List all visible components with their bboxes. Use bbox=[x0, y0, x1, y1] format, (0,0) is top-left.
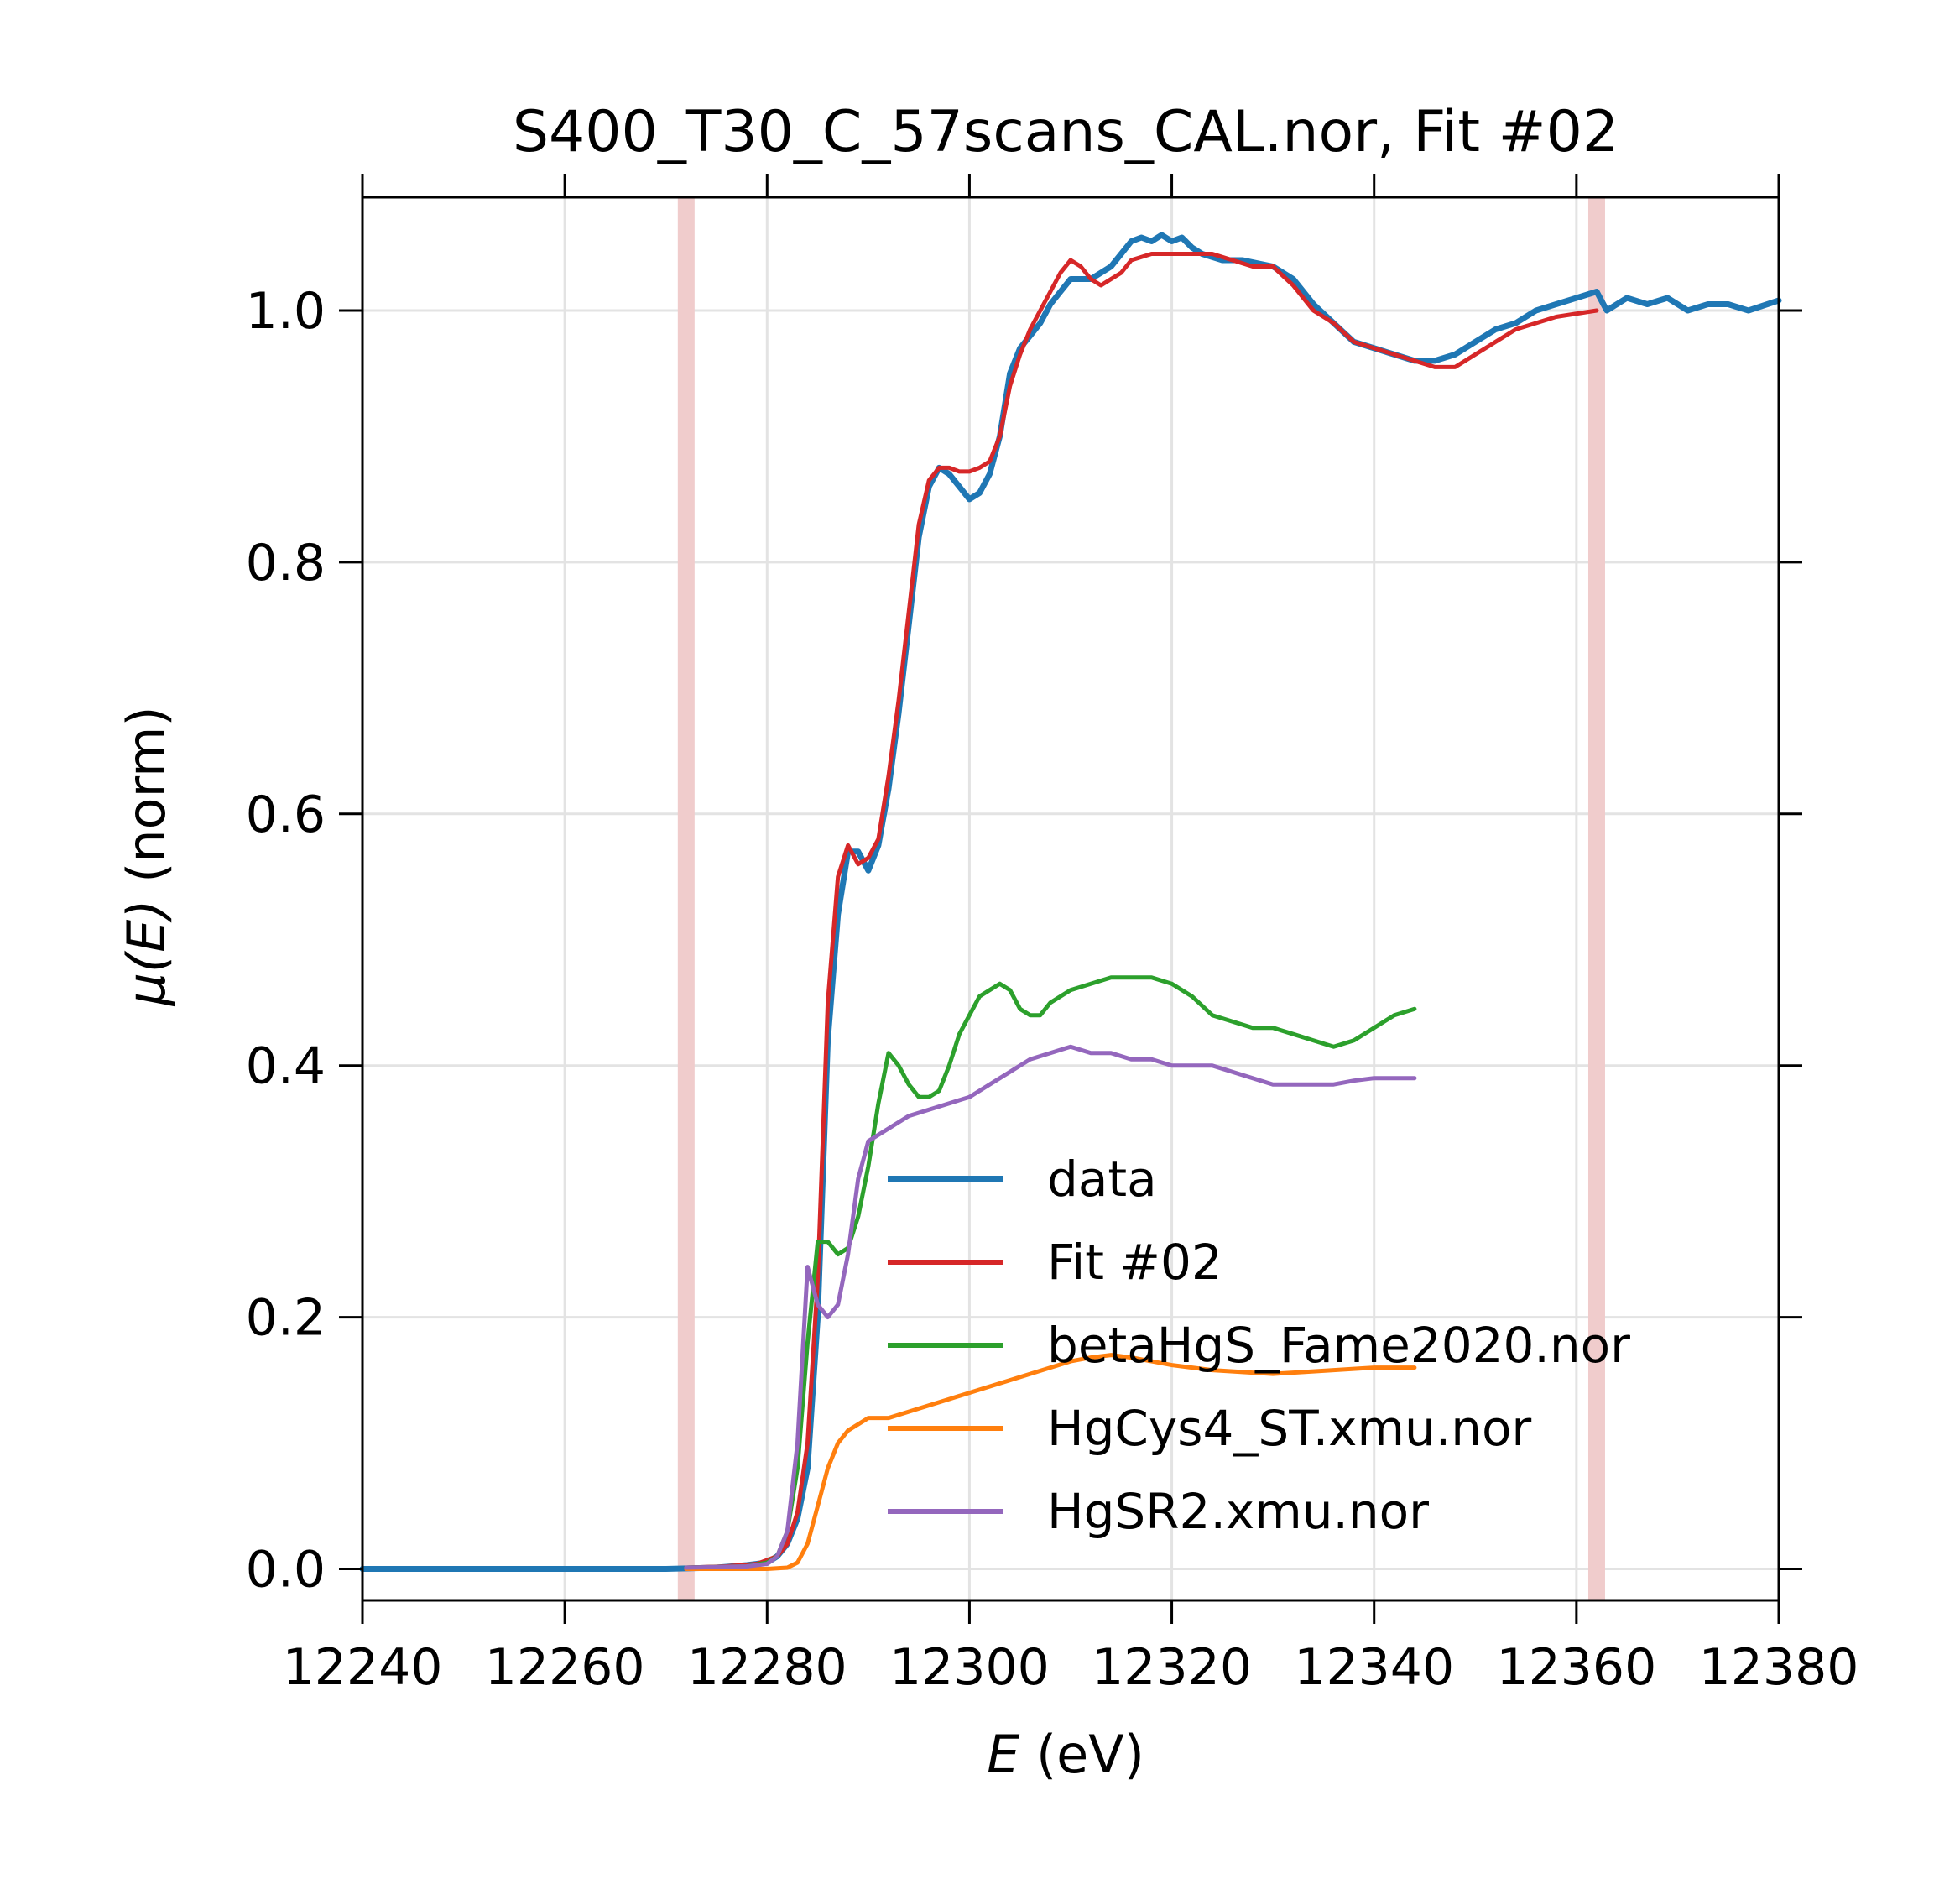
plot-frame bbox=[361, 196, 1780, 1602]
x-axis-label-unit: (eV) bbox=[1019, 1724, 1144, 1785]
y-tick-label-5: 1.0 bbox=[246, 282, 326, 341]
series-line-4 bbox=[684, 1044, 1417, 1570]
series-line-1 bbox=[684, 252, 1599, 1570]
series-line-0 bbox=[359, 232, 1782, 1572]
chart-title: S400_T30_C_57scans_CAL.nor, Fit #02 bbox=[513, 99, 1619, 165]
legend: data Fit #02 betaHgS_Fame2020.nor HgCys4_ST… bbox=[888, 1151, 1630, 1540]
y-axis-label-var: μ(E) bbox=[116, 900, 177, 1007]
y-axis-label: μ(E) (norm) bbox=[116, 706, 177, 1006]
series-line-2 bbox=[684, 975, 1417, 1570]
x-tick-label-7: 12380 bbox=[1699, 1638, 1859, 1697]
legend-label-3: HgCys4_ST.xmu.nor bbox=[1047, 1400, 1531, 1457]
y-tick-label-2: 0.4 bbox=[246, 1037, 326, 1096]
y-tick-label-4: 0.8 bbox=[246, 534, 326, 592]
x-tick-label-5: 12340 bbox=[1294, 1638, 1454, 1697]
ticks: 12240 12260 12280 12300 12320 12340 12360 12380… bbox=[246, 174, 1859, 1697]
legend-label-1: Fit #02 bbox=[1047, 1234, 1222, 1291]
x-tick-label-4: 12320 bbox=[1092, 1638, 1252, 1697]
y-tick-label-1: 0.2 bbox=[246, 1289, 326, 1348]
fit-range-bands bbox=[677, 197, 1605, 1600]
series-lines bbox=[359, 232, 1782, 1572]
x-axis-label: E (eV) bbox=[987, 1724, 1144, 1785]
x-tick-label-2: 12280 bbox=[687, 1638, 847, 1697]
x-tick-label-6: 12360 bbox=[1496, 1638, 1656, 1697]
fit-range-band-1 bbox=[1587, 197, 1605, 1600]
series-line-3 bbox=[684, 1353, 1417, 1571]
legend-label-4: HgSR2.xmu.nor bbox=[1047, 1483, 1429, 1540]
y-tick-label-0: 0.0 bbox=[246, 1541, 326, 1600]
fit-range-band-0 bbox=[677, 197, 695, 1600]
x-tick-label-1: 12260 bbox=[485, 1638, 645, 1697]
legend-label-0: data bbox=[1047, 1151, 1157, 1208]
x-axis-label-var: E bbox=[987, 1724, 1020, 1785]
y-axis-label-unit: (norm) bbox=[116, 706, 177, 899]
x-tick-label-0: 12240 bbox=[283, 1638, 443, 1697]
y-tick-label-3: 0.6 bbox=[246, 786, 326, 844]
x-tick-label-3: 12300 bbox=[889, 1638, 1050, 1697]
legend-label-2: betaHgS_Fame2020.nor bbox=[1047, 1317, 1630, 1374]
